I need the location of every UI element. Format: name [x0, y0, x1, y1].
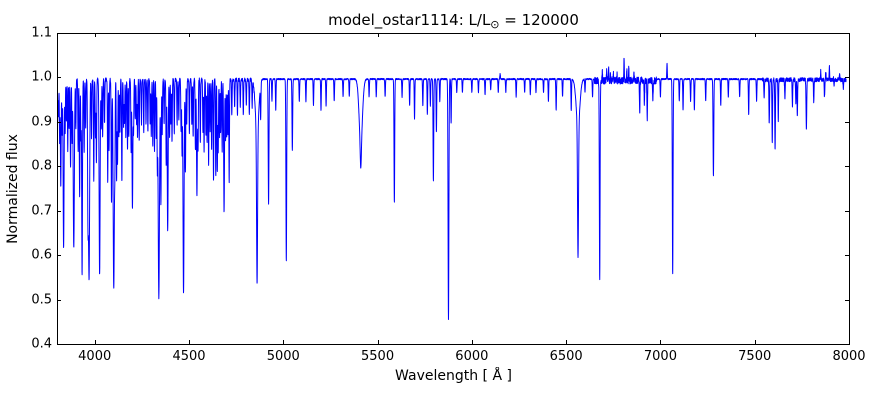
- y-tick-label: 0.4: [31, 336, 52, 352]
- x-axis-label: Wavelength [ Å ]: [395, 368, 512, 384]
- y-tick-label: 1.0: [31, 69, 52, 85]
- x-tick-label: 5000: [266, 349, 300, 364]
- x-tick-label: 5500: [361, 349, 395, 364]
- y-tick-label: 0.8: [31, 158, 52, 174]
- y-tick-label: 0.7: [31, 203, 52, 219]
- x-tick-label: 4000: [78, 349, 112, 364]
- x-tick-label: 8000: [832, 349, 866, 364]
- x-tick-label: 7500: [738, 349, 772, 364]
- y-tick-label: 0.5: [31, 292, 52, 308]
- plot-title: model_ostar1114: L/L⊙ = 120000: [57, 11, 850, 31]
- plot-title-prefix: model_ostar1114: L/L: [328, 11, 491, 29]
- y-tick-label: 0.9: [31, 114, 52, 130]
- y-axis-label: Normalized flux: [5, 134, 21, 244]
- x-tick-label: 4500: [172, 349, 206, 364]
- x-tick-label: 6500: [549, 349, 583, 364]
- plot-title-suffix: = 120000: [499, 11, 579, 29]
- sun-symbol: ⊙: [490, 18, 500, 31]
- x-tick-label: 6000: [455, 349, 489, 364]
- y-tick-label: 1.1: [31, 25, 52, 41]
- y-tick-label: 0.6: [31, 247, 52, 263]
- x-tick-label: 7000: [643, 349, 677, 364]
